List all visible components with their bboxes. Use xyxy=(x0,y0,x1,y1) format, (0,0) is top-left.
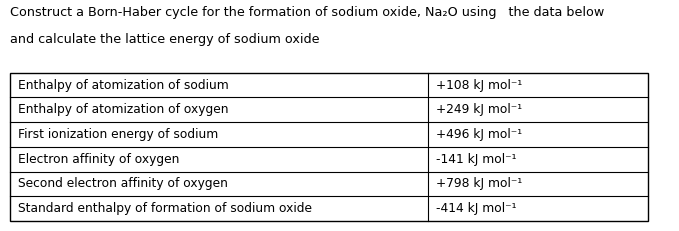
Text: +249 kJ mol⁻¹: +249 kJ mol⁻¹ xyxy=(437,103,523,116)
Text: +108 kJ mol⁻¹: +108 kJ mol⁻¹ xyxy=(437,79,523,92)
Text: First ionization energy of sodium: First ionization energy of sodium xyxy=(18,128,219,141)
Text: Enthalpy of atomization of sodium: Enthalpy of atomization of sodium xyxy=(18,79,229,92)
Text: Enthalpy of atomization of oxygen: Enthalpy of atomization of oxygen xyxy=(18,103,229,116)
Text: Electron affinity of oxygen: Electron affinity of oxygen xyxy=(18,153,180,166)
Text: +496 kJ mol⁻¹: +496 kJ mol⁻¹ xyxy=(437,128,523,141)
Text: -141 kJ mol⁻¹: -141 kJ mol⁻¹ xyxy=(437,153,517,166)
Text: +798 kJ mol⁻¹: +798 kJ mol⁻¹ xyxy=(437,177,523,191)
Text: -414 kJ mol⁻¹: -414 kJ mol⁻¹ xyxy=(437,202,517,215)
Text: and calculate the lattice energy of sodium oxide: and calculate the lattice energy of sodi… xyxy=(10,33,320,46)
Text: Standard enthalpy of formation of sodium oxide: Standard enthalpy of formation of sodium… xyxy=(18,202,312,215)
Text: Construct a Born-Haber cycle for the formation of sodium oxide, Na₂O using   the: Construct a Born-Haber cycle for the for… xyxy=(10,6,604,19)
Text: Second electron affinity of oxygen: Second electron affinity of oxygen xyxy=(18,177,228,191)
